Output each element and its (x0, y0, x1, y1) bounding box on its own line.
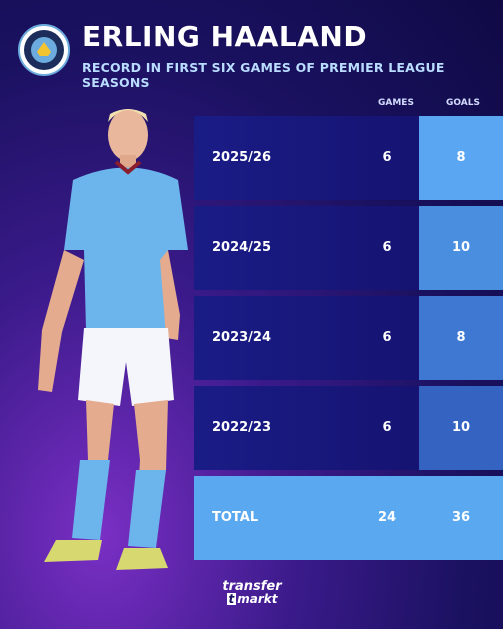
transfermarkt-logo: transfer t markt (216, 580, 288, 608)
logo-mark-icon: t (226, 592, 237, 606)
games-value: 6 (382, 420, 392, 435)
page-subtitle: RECORD IN FIRST SIX GAMES OF PREMIER LEA… (82, 60, 445, 90)
total-goals-cell: 36 (419, 476, 503, 560)
goals-cell: 8 (419, 296, 503, 380)
games-value: 6 (382, 240, 392, 255)
total-games-value: 24 (377, 510, 397, 525)
goals-cell: 10 (419, 206, 503, 290)
season-label: 2023/24 (212, 330, 272, 345)
games-value: 6 (382, 150, 392, 165)
total-row: TOTAL 24 36 (194, 476, 503, 560)
goals-value: 8 (456, 330, 466, 345)
logo-line-2-text: markt (237, 592, 278, 606)
table-row: 2022/23 6 10 (194, 386, 503, 470)
goals-column-header: GOALS (446, 98, 480, 108)
logo-line-1: transfer (222, 579, 282, 594)
record-table: 2025/26 6 8 2024/25 6 10 2023/24 6 8 202… (194, 116, 503, 560)
club-crest-logo (18, 24, 70, 76)
table-row: 2023/24 6 8 (194, 296, 503, 380)
games-value: 6 (382, 330, 392, 345)
table-row: 2024/25 6 10 (194, 206, 503, 290)
player-photo (38, 109, 188, 570)
goals-value: 10 (451, 420, 471, 435)
goals-value: 8 (456, 150, 466, 165)
goals-cell: 10 (419, 386, 503, 470)
page-title: ERLING HAALAND (82, 20, 368, 53)
goals-cell: 8 (419, 116, 503, 200)
games-column-header: GAMES (378, 98, 414, 108)
table-row: 2025/26 6 8 (194, 116, 503, 200)
total-goals-value: 36 (451, 510, 471, 525)
logo-line-2: t markt (216, 593, 288, 605)
total-label: TOTAL (212, 510, 259, 525)
season-label: 2024/25 (212, 240, 272, 255)
season-label: 2022/23 (212, 420, 272, 435)
goals-value: 10 (451, 240, 471, 255)
season-label: 2025/26 (212, 150, 272, 165)
